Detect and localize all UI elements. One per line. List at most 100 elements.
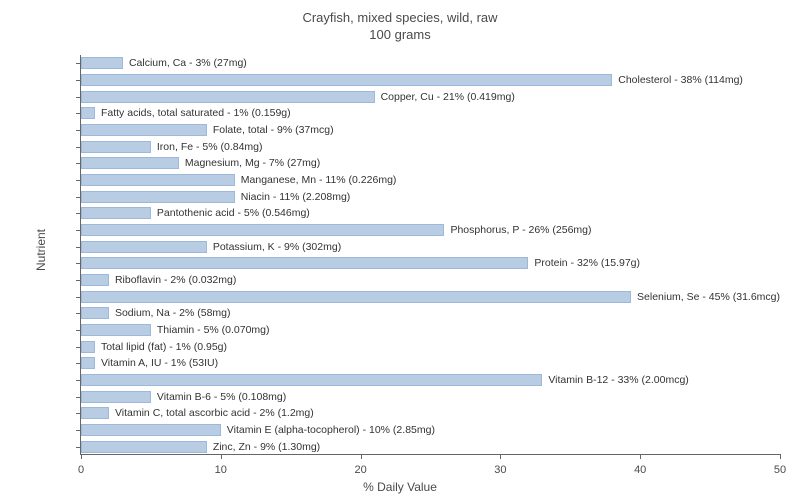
bar-row: Folate, total - 9% (37mcg) [81,124,780,136]
nutrient-bar [81,407,109,419]
bar-row: Selenium, Se - 45% (31.6mcg) [81,291,780,303]
nutrient-bar [81,157,179,169]
nutrient-bar [81,257,528,269]
y-tick [76,347,81,348]
nutrient-bar [81,141,151,153]
bar-row: Total lipid (fat) - 1% (0.95g) [81,341,780,353]
bar-row: Magnesium, Mg - 7% (27mg) [81,157,780,169]
y-tick [76,363,81,364]
nutrient-bar-label: Niacin - 11% (2.208mg) [241,191,351,203]
nutrient-bar-label: Vitamin B-12 - 33% (2.00mcg) [548,374,688,386]
nutrient-bar [81,307,109,319]
nutrient-bar [81,324,151,336]
nutrient-bar-label: Thiamin - 5% (0.070mg) [157,324,270,336]
nutrient-bar-label: Protein - 32% (15.97g) [534,257,640,269]
bar-row: Manganese, Mn - 11% (0.226mg) [81,174,780,186]
nutrient-bar-label: Iron, Fe - 5% (0.84mg) [157,141,263,153]
bar-row: Protein - 32% (15.97g) [81,257,780,269]
y-tick [76,447,81,448]
nutrient-bar-label: Total lipid (fat) - 1% (0.95g) [101,341,227,353]
nutrient-bar-label: Zinc, Zn - 9% (1.30mg) [213,441,320,453]
x-axis-label: % Daily Value [363,480,437,494]
nutrient-bar-label: Fatty acids, total saturated - 1% (0.159… [101,107,291,119]
y-tick [76,180,81,181]
bar-row: Vitamin E (alpha-tocopherol) - 10% (2.85… [81,424,780,436]
nutrient-bar-label: Pantothenic acid - 5% (0.546mg) [157,207,310,219]
x-tick-label: 0 [78,464,84,476]
bar-row: Vitamin B-6 - 5% (0.108mg) [81,391,780,403]
nutrient-bar-label: Calcium, Ca - 3% (27mg) [129,57,247,69]
nutrient-bar [81,341,95,353]
nutrient-bar [81,274,109,286]
y-tick [76,263,81,264]
nutrient-bar-label: Manganese, Mn - 11% (0.226mg) [241,174,397,186]
x-tick [780,454,781,459]
title-line-1: Crayfish, mixed species, wild, raw [302,10,497,25]
y-tick [76,63,81,64]
bar-row: Riboflavin - 2% (0.032mg) [81,274,780,286]
x-tick [361,454,362,459]
nutrient-bar [81,291,631,303]
nutrient-bar-label: Vitamin E (alpha-tocopherol) - 10% (2.85… [227,424,435,436]
y-tick [76,313,81,314]
nutrient-bar [81,441,207,453]
bar-row: Thiamin - 5% (0.070mg) [81,324,780,336]
y-tick [76,80,81,81]
nutrient-bar [81,74,612,86]
y-tick [76,297,81,298]
y-tick [76,397,81,398]
bar-row: Phosphorus, P - 26% (256mg) [81,224,780,236]
chart-title: Crayfish, mixed species, wild, raw 100 g… [0,0,800,44]
nutrient-bar-label: Selenium, Se - 45% (31.6mcg) [637,291,780,303]
nutrient-bar [81,374,542,386]
bar-row: Calcium, Ca - 3% (27mg) [81,57,780,69]
nutrient-bar [81,124,207,136]
y-tick [76,230,81,231]
nutrient-bar [81,57,123,69]
x-tick-label: 30 [494,464,506,476]
title-line-2: 100 grams [369,27,430,42]
nutrient-bar-label: Magnesium, Mg - 7% (27mg) [185,157,320,169]
bar-row: Copper, Cu - 21% (0.419mg) [81,91,780,103]
bar-row: Zinc, Zn - 9% (1.30mg) [81,441,780,453]
nutrient-bar-label: Phosphorus, P - 26% (256mg) [450,224,591,236]
plot-area: Calcium, Ca - 3% (27mg) Cholesterol - 38%… [80,55,780,455]
nutrient-bar-label: Riboflavin - 2% (0.032mg) [115,274,236,286]
bar-row: Niacin - 11% (2.208mg) [81,191,780,203]
nutrient-bar [81,224,444,236]
nutrient-bar [81,174,235,186]
bar-row: Vitamin C, total ascorbic acid - 2% (1.2… [81,407,780,419]
y-tick [76,280,81,281]
x-tick [640,454,641,459]
nutrient-bar-label: Sodium, Na - 2% (58mg) [115,307,231,319]
nutrient-bar [81,207,151,219]
x-tick-label: 10 [215,464,227,476]
y-tick [76,163,81,164]
x-tick [500,454,501,459]
y-tick [76,430,81,431]
nutrient-bar-label: Cholesterol - 38% (114mg) [618,74,743,86]
y-tick [76,197,81,198]
bar-row: Pantothenic acid - 5% (0.546mg) [81,207,780,219]
y-tick [76,147,81,148]
nutrient-bar-label: Folate, total - 9% (37mcg) [213,124,334,136]
y-tick [76,213,81,214]
nutrient-bar [81,357,95,369]
y-tick [76,380,81,381]
nutrient-bar-label: Potassium, K - 9% (302mg) [213,241,341,253]
bar-row: Fatty acids, total saturated - 1% (0.159… [81,107,780,119]
nutrient-chart: Crayfish, mixed species, wild, raw 100 g… [0,0,800,500]
nutrient-bar [81,391,151,403]
y-tick [76,113,81,114]
y-axis-label: Nutrient [34,229,48,271]
bar-row: Vitamin B-12 - 33% (2.00mcg) [81,374,780,386]
x-tick [81,454,82,459]
nutrient-bar-label: Copper, Cu - 21% (0.419mg) [381,91,515,103]
nutrient-bar-label: Vitamin C, total ascorbic acid - 2% (1.2… [115,407,314,419]
y-tick [76,130,81,131]
nutrient-bar [81,91,375,103]
x-tick-label: 50 [774,464,786,476]
nutrient-bar [81,107,95,119]
bar-row: Potassium, K - 9% (302mg) [81,241,780,253]
y-tick [76,247,81,248]
